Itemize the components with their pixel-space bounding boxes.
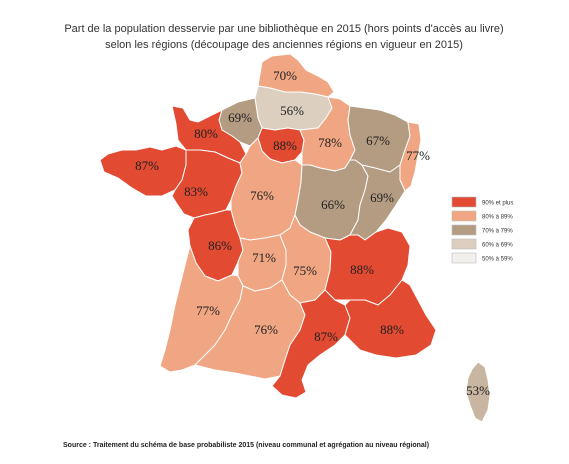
legend-swatch (451, 224, 477, 236)
map-title-line-2: selon les régions (découpage des ancienn… (105, 39, 463, 51)
region-value-label: 86% (208, 238, 232, 253)
region-value-label: 69% (228, 110, 252, 125)
map-legend: 90% et plus 80% à 89% 70% à 79% 60% à 69… (451, 196, 513, 264)
region-value-label: 87% (314, 329, 338, 344)
region-labels: 70% 56% 69% 88% 80% 87% 83% 76% 78% 67% … (135, 68, 490, 398)
region-value-label: 78% (318, 135, 342, 150)
region-value-label: 76% (250, 188, 274, 203)
region-value-label: 67% (366, 133, 390, 148)
region-value-label: 71% (252, 250, 276, 265)
region-value-label: 75% (293, 263, 317, 278)
region-midi-pyrenees (194, 279, 306, 380)
region-value-label: 87% (135, 158, 159, 173)
region-value-label: 80% (194, 126, 218, 141)
region-corse (465, 361, 491, 423)
legend-label: 70% à 79% (482, 229, 513, 235)
region-value-label: 56% (280, 103, 304, 118)
legend-swatch (451, 252, 477, 264)
legend-swatch (451, 196, 477, 208)
region-value-label: 69% (370, 190, 394, 205)
map-title-line-1: Part de la population desservie par une … (64, 23, 503, 35)
region-value-label: 88% (380, 322, 404, 337)
france-regions (99, 53, 491, 423)
region-provence-alpes-cote-d-azur (344, 279, 437, 359)
legend-label: 80% à 89% (482, 215, 513, 221)
legend-swatch (451, 238, 477, 250)
region-languedoc-roussillon (271, 289, 351, 399)
legend-label: 50% à 59% (482, 257, 513, 263)
region-value-label: 77% (196, 303, 220, 318)
region-value-label: 88% (350, 262, 374, 277)
region-value-label: 53% (466, 383, 490, 398)
region-value-label: 70% (273, 68, 297, 83)
region-value-label: 83% (184, 184, 208, 199)
source-note: Source : Traitement du schéma de base pr… (63, 442, 429, 449)
region-value-label: 76% (254, 322, 278, 337)
region-value-label: 77% (406, 148, 430, 163)
legend-label: 90% et plus (482, 201, 513, 207)
region-alsace (399, 121, 422, 192)
region-value-label: 66% (321, 197, 345, 212)
region-value-label: 88% (273, 138, 297, 153)
region-poitou-charentes (187, 209, 244, 282)
legend-label: 60% à 69% (482, 243, 513, 249)
legend-swatch (451, 210, 477, 222)
